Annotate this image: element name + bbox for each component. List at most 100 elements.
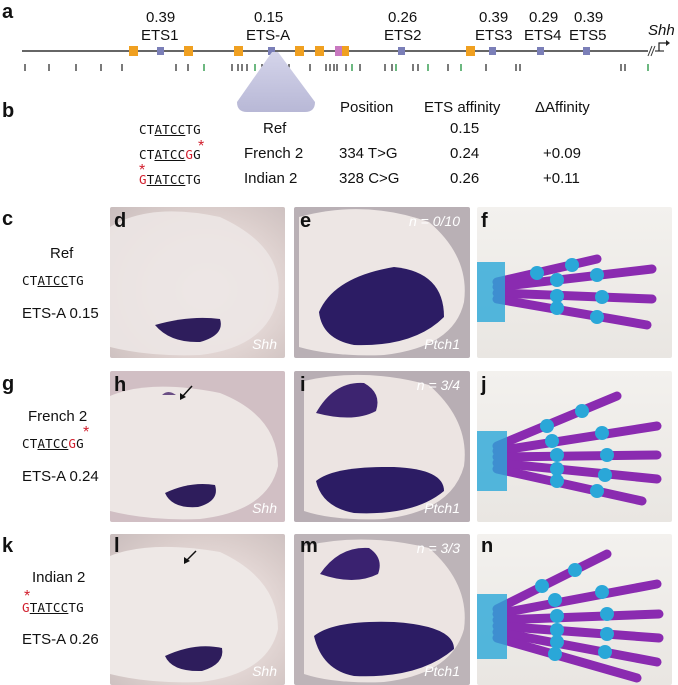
seq-ref: CTATCCTG — [139, 121, 201, 138]
row-name-indian2: Indian 2 — [244, 170, 298, 187]
row-seq-french2: CTATCCGG — [22, 435, 84, 452]
seq-core: TATCC — [29, 600, 69, 615]
limb-bud — [299, 209, 465, 356]
affinity-french2: 0.24 — [450, 145, 480, 162]
shh-embryo-image: l Shh — [110, 534, 285, 685]
panel-label-j: j — [481, 374, 487, 396]
row-site-french2: ETS-A 0.24 — [22, 468, 99, 485]
seq-core: ATCC — [154, 122, 186, 137]
row-label-indian2: Indian 2 — [32, 569, 86, 586]
header-delta-affinity: ΔAffinity — [535, 99, 590, 116]
panel-label-n: n — [481, 535, 494, 557]
mutation-star: * — [83, 424, 90, 441]
mutation-star: * — [198, 138, 205, 155]
tss-arrowhead — [666, 40, 670, 46]
gene-label-shh: Shh — [648, 22, 675, 39]
mutation-star: * — [139, 162, 146, 179]
site-value-etsa: 0.15 — [254, 9, 284, 26]
panel-label-g: g — [2, 373, 15, 395]
skeleton-image: n — [477, 534, 672, 685]
break-mark — [647, 45, 653, 57]
header-position: Position — [340, 99, 394, 116]
row-site-indian2: ETS-A 0.26 — [22, 631, 99, 648]
row-label-french2: French 2 — [28, 408, 88, 425]
affinity-ref: 0.15 — [450, 120, 480, 137]
orange-site — [342, 46, 349, 56]
panel-label-c: c — [2, 208, 14, 230]
ptch1-embryo-image: m n = 3/3 Ptch1 — [294, 534, 470, 685]
seq-french2: CTATCCGG — [139, 146, 201, 163]
panel-label-m: m — [300, 535, 318, 557]
seq-mutation: G — [22, 600, 30, 615]
seq-mutation: G — [185, 147, 194, 162]
panel-label-i: i — [300, 374, 306, 396]
site-value-ets5: 0.39 — [574, 9, 604, 26]
delta-french2: +0.09 — [543, 145, 581, 162]
seq-part: CT — [139, 122, 155, 137]
ets5-site — [583, 47, 590, 55]
site-name-etsa: ETS-A — [246, 27, 291, 44]
site-value-ets4: 0.29 — [529, 9, 559, 26]
ptch1-embryo-image: e n = 0/10 Ptch1 — [294, 207, 470, 358]
shh-label: Shh — [252, 336, 277, 352]
panel-label-h: h — [114, 374, 127, 396]
tss-arrow — [658, 42, 666, 51]
limb-bud — [304, 539, 465, 683]
seq-part: TG — [185, 172, 201, 187]
seq-part: G — [193, 147, 201, 162]
limb-bud — [110, 546, 278, 683]
n-count: n = 0/10 — [409, 213, 460, 229]
row-seq-ref: CTATCCTG — [22, 272, 84, 289]
ptch1-label: Ptch1 — [424, 500, 460, 516]
digit-skeleton — [477, 549, 664, 683]
seq-mutation: G — [139, 172, 147, 187]
skeleton-image: f — [477, 207, 672, 358]
panel-label-b: b — [2, 100, 15, 122]
site-name-ets3: ETS3 — [475, 27, 513, 44]
digit-skeleton — [477, 391, 662, 506]
site-name-ets2: ETS2 — [384, 27, 422, 44]
seq-part: CT — [139, 147, 155, 162]
row-label-ref: Ref — [50, 245, 74, 262]
seq-part: CT — [22, 436, 38, 451]
etsa-site — [268, 47, 275, 55]
panel-label-a: a — [2, 1, 14, 23]
position-indian2: 328 C>G — [339, 170, 400, 187]
row-name-ref: Ref — [263, 120, 287, 137]
locus-diagram — [22, 40, 670, 71]
ptch1-embryo-image: i n = 3/4 Ptch1 — [294, 371, 470, 522]
ets1-site — [157, 47, 164, 55]
seq-part: TG — [68, 273, 84, 288]
panel-label-d: d — [114, 210, 127, 232]
mutation-star: * — [24, 588, 31, 605]
site-name-ets4: ETS4 — [524, 27, 562, 44]
panel-label-l: l — [114, 535, 120, 557]
break-mark — [650, 45, 656, 57]
seq-core: ATCC — [154, 147, 186, 162]
position-french2: 334 T>G — [339, 145, 398, 162]
tick-marks — [24, 64, 626, 71]
shh-label: Shh — [252, 663, 277, 679]
row-name-french2: French 2 — [244, 145, 304, 162]
skeleton-image: j — [477, 371, 672, 522]
ptch1-label: Ptch1 — [424, 336, 460, 352]
seq-indian2: GTATCCTG — [139, 171, 201, 188]
affinity-indian2: 0.26 — [450, 170, 480, 187]
orange-site — [295, 46, 304, 56]
delta-indian2: +0.11 — [543, 170, 580, 187]
header-affinity: ETS affinity — [424, 99, 501, 116]
panel-label-e: e — [300, 210, 312, 232]
ets4-site — [537, 47, 544, 55]
orange-site — [129, 46, 138, 56]
site-name-ets5: ETS5 — [569, 27, 607, 44]
shh-embryo-image: d Shh — [110, 207, 285, 358]
limb-bud — [110, 385, 278, 520]
limb-bud — [304, 374, 465, 520]
seq-core: ATCC — [37, 273, 69, 288]
seq-part: TG — [68, 600, 84, 615]
seq-mutation: G — [68, 436, 77, 451]
digit-skeleton — [477, 254, 657, 330]
row-site-ref: ETS-A 0.15 — [22, 305, 99, 322]
orange-site — [466, 46, 475, 56]
pink-site — [335, 46, 343, 56]
